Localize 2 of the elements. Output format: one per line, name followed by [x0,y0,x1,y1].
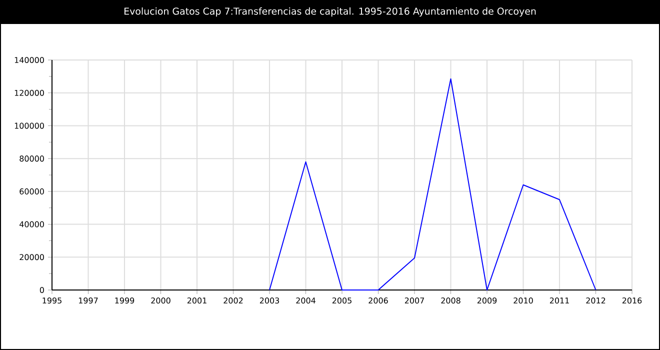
chart-title: Evolucion Gatos Cap 7:Transferencias de capital. 1995-2016 Ayuntamiento de Orcoyen [124,7,536,17]
line-series [269,78,596,290]
